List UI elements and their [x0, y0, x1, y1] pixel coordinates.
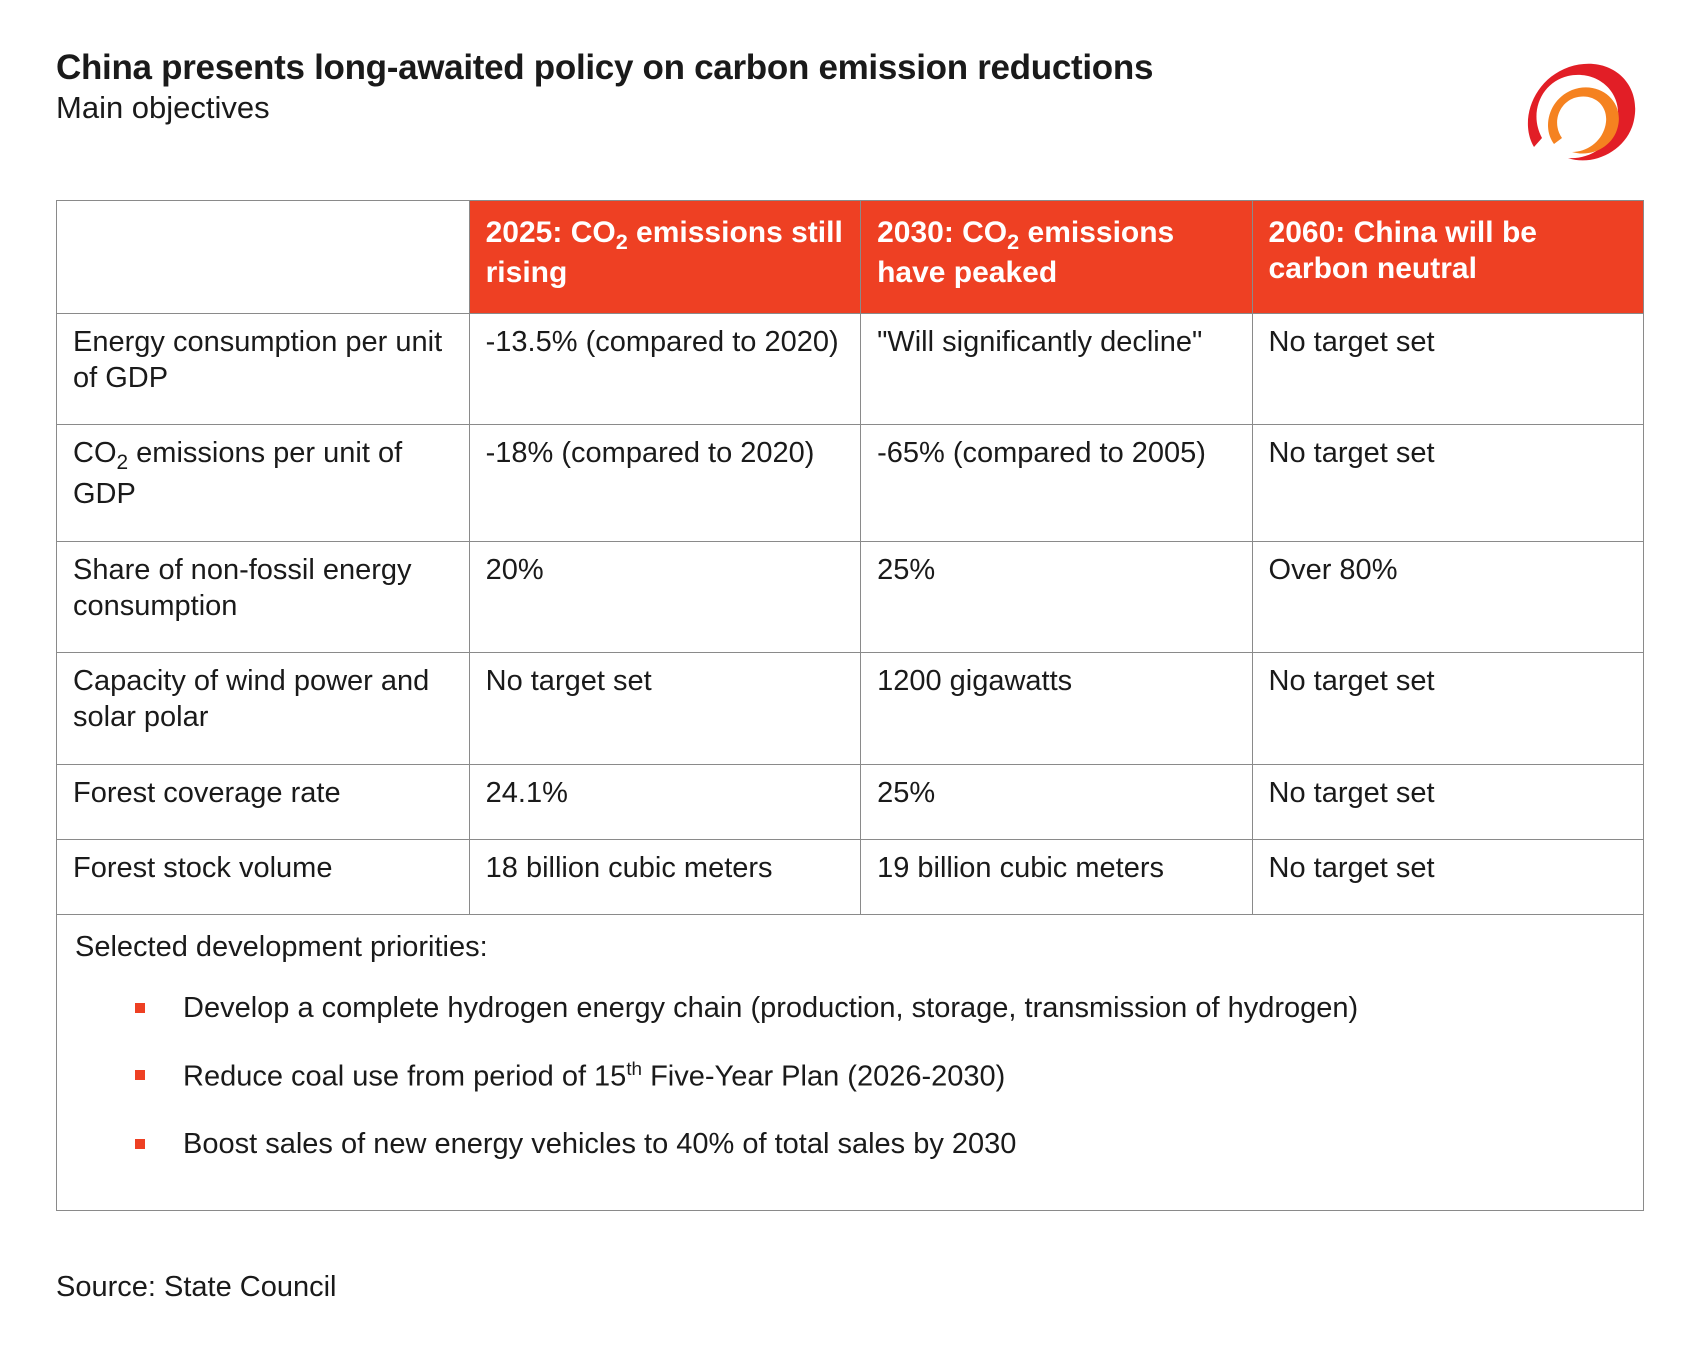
priorities-section: Selected development priorities: Develop…: [57, 915, 1644, 1211]
header-2025: 2025: CO2 emissions still rising: [469, 201, 860, 314]
row-label: Share of non-fossil energy consumption: [57, 541, 470, 653]
row-value: 24.1%: [469, 764, 860, 839]
row-value: No target set: [1252, 764, 1643, 839]
table-body: Energy consumption per unit of GDP-13.5%…: [57, 313, 1644, 914]
row-value: 1200 gigawatts: [861, 653, 1252, 765]
logo: [1494, 48, 1644, 172]
page-title: China presents long-awaited policy on ca…: [56, 48, 1494, 88]
row-label: CO2 emissions per unit of GDP: [57, 425, 470, 541]
table-row: Forest coverage rate24.1%25%No target se…: [57, 764, 1644, 839]
page-subtitle: Main objectives: [56, 90, 1494, 126]
row-value: -13.5% (compared to 2020): [469, 313, 860, 425]
row-value: 25%: [861, 541, 1252, 653]
header: China presents long-awaited policy on ca…: [56, 48, 1644, 172]
row-value: -18% (compared to 2020): [469, 425, 860, 541]
row-label: Capacity of wind power and solar polar: [57, 653, 470, 765]
row-value: No target set: [469, 653, 860, 765]
row-value: 18 billion cubic meters: [469, 839, 860, 914]
table-row: Share of non-fossil energy consumption20…: [57, 541, 1644, 653]
list-item: Reduce coal use from period of 15th Five…: [135, 1056, 1625, 1097]
header-blank: [57, 201, 470, 314]
priorities-cell: Selected development priorities: Develop…: [57, 915, 1644, 1211]
row-value: "Will significantly decline": [861, 313, 1252, 425]
row-value: 20%: [469, 541, 860, 653]
table-row: Capacity of wind power and solar polarNo…: [57, 653, 1644, 765]
header-2060: 2060: China will be carbon neutral: [1252, 201, 1643, 314]
row-label: Forest coverage rate: [57, 764, 470, 839]
table-row: CO2 emissions per unit of GDP-18% (compa…: [57, 425, 1644, 541]
policy-table: 2025: CO2 emissions still rising 2030: C…: [56, 200, 1644, 1211]
row-value: 25%: [861, 764, 1252, 839]
row-label: Energy consumption per unit of GDP: [57, 313, 470, 425]
swirl-logo-icon: [1514, 52, 1644, 172]
priorities-heading: Selected development priorities:: [75, 929, 1625, 965]
table-row: Energy consumption per unit of GDP-13.5%…: [57, 313, 1644, 425]
header-2030: 2030: CO2 emissions have peaked: [861, 201, 1252, 314]
table-header: 2025: CO2 emissions still rising 2030: C…: [57, 201, 1644, 314]
row-value: No target set: [1252, 425, 1643, 541]
row-value: No target set: [1252, 313, 1643, 425]
row-value: No target set: [1252, 653, 1643, 765]
row-value: Over 80%: [1252, 541, 1643, 653]
row-value: 19 billion cubic meters: [861, 839, 1252, 914]
list-item: Boost sales of new energy vehicles to 40…: [135, 1125, 1625, 1164]
title-block: China presents long-awaited policy on ca…: [56, 48, 1494, 126]
row-value: No target set: [1252, 839, 1643, 914]
row-value: -65% (compared to 2005): [861, 425, 1252, 541]
priorities-list: Develop a complete hydrogen energy chain…: [75, 989, 1625, 1164]
source-line: Source: State Council: [56, 1271, 1644, 1304]
row-label: Forest stock volume: [57, 839, 470, 914]
table-row: Forest stock volume18 billion cubic mete…: [57, 839, 1644, 914]
list-item: Develop a complete hydrogen energy chain…: [135, 989, 1625, 1028]
